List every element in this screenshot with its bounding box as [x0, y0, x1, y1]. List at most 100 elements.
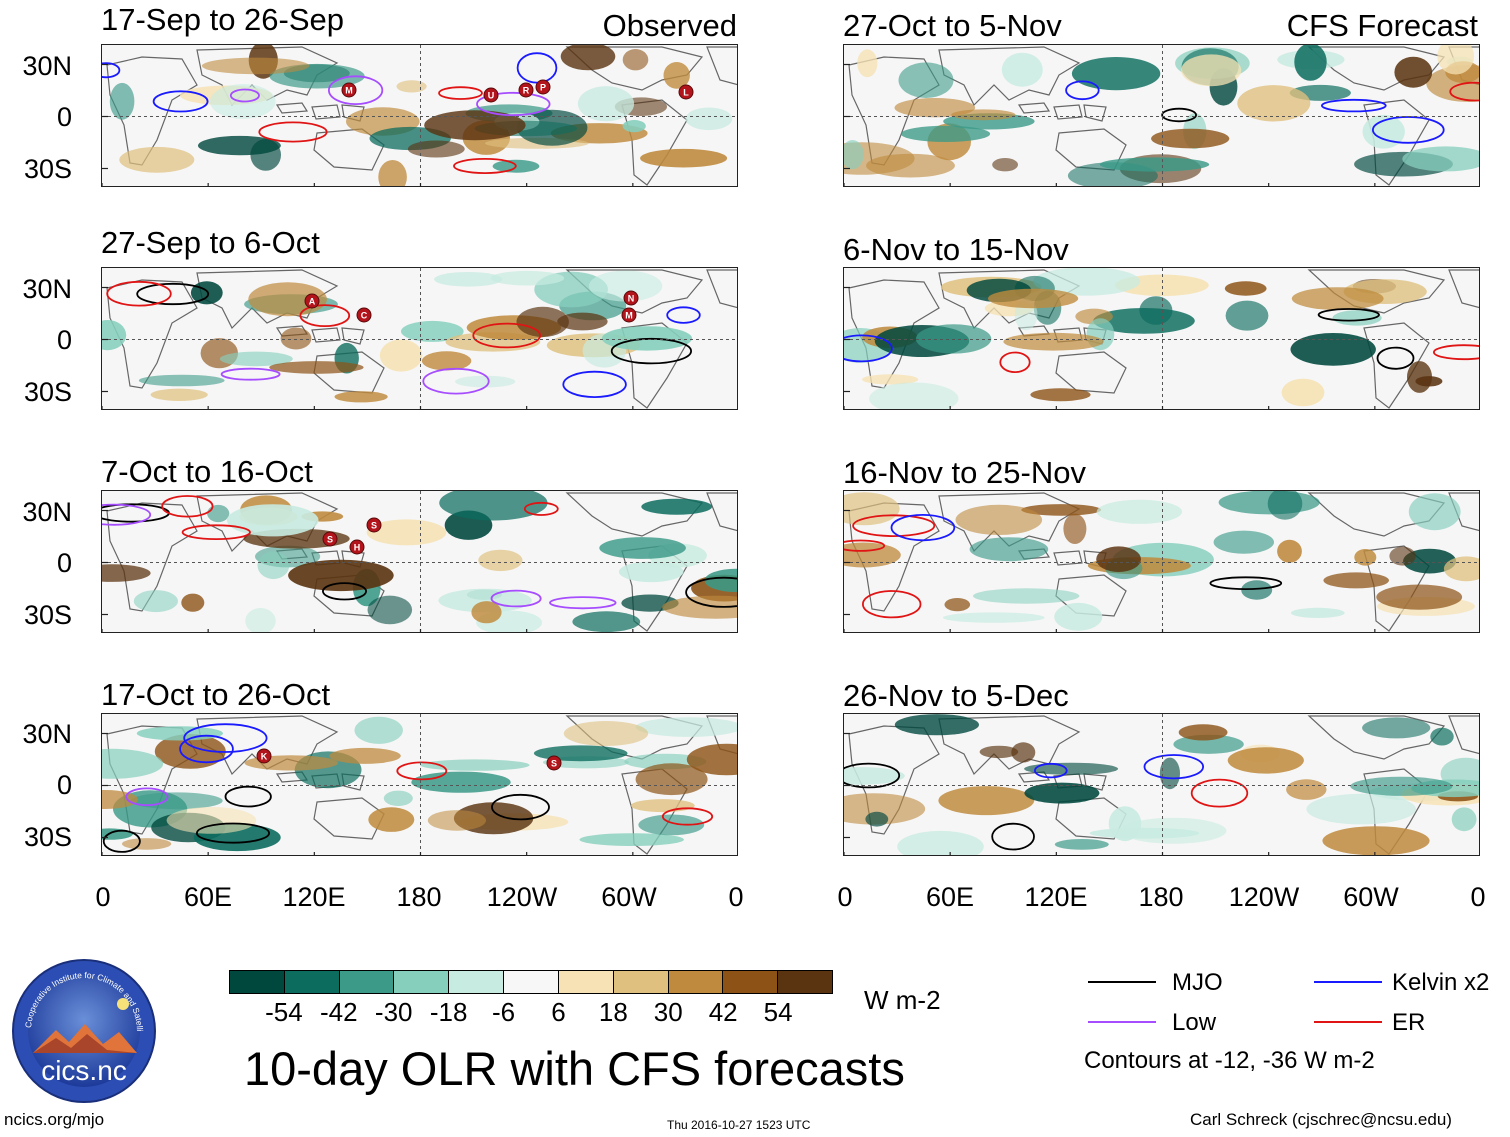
olr-anomaly-patch — [563, 721, 649, 746]
storm-marker: S — [322, 531, 338, 547]
olr-anomaly-patch — [622, 49, 649, 71]
panel-title-left-3: 7-Oct to 16-Oct — [101, 454, 313, 489]
olr-map-right-1 — [843, 44, 1480, 187]
lon-label-60w: 60W — [601, 882, 657, 912]
reference-lines — [844, 268, 1479, 409]
logo-name: cics.nc — [41, 1055, 127, 1086]
olr-anomaly-patch — [427, 810, 486, 831]
olr-anomaly-patch — [663, 62, 690, 89]
wave-contour — [862, 590, 922, 619]
continent-outline — [1307, 715, 1446, 760]
wave-contour — [1034, 762, 1068, 779]
storm-marker: A — [304, 293, 320, 309]
olr-map-right-4 — [843, 713, 1480, 856]
lat-label-30s: 30S — [23, 822, 72, 852]
continent-outline — [706, 46, 737, 86]
wave-contour — [220, 367, 281, 381]
olr-anomaly-patch — [662, 595, 737, 619]
wave-contours — [844, 308, 1479, 374]
colorbar-swatch — [339, 971, 395, 993]
panel-title-left-1: 17-Sep to 26-Sep — [101, 2, 345, 37]
olr-anomaly-patch — [288, 559, 394, 592]
olr-anomaly-patch — [1408, 493, 1461, 531]
wave-contour — [1449, 81, 1479, 102]
wave-contour — [152, 90, 209, 113]
storm-marker-letter: C — [361, 311, 368, 321]
olr-anomaly-patch — [396, 80, 427, 93]
olr-anomaly-patch — [955, 504, 1043, 535]
olr-anomaly-patch — [577, 86, 635, 122]
olr-map-svg: A C NM — [102, 268, 737, 409]
continent-outline — [706, 269, 737, 309]
olr-anomaly-patch — [280, 327, 312, 350]
colorbar-swatch — [613, 971, 669, 993]
olr-anomaly-patch — [1267, 491, 1303, 520]
colorbar-swatch — [668, 971, 724, 993]
continent-outline — [1053, 104, 1083, 120]
legend-line-mjo — [1088, 981, 1156, 983]
olr-anomaly-patch — [1181, 54, 1242, 87]
olr-anomaly-patch — [150, 388, 208, 401]
reference-lines — [844, 491, 1479, 632]
olr-anomaly-patch — [1451, 807, 1477, 832]
continent-outline — [706, 492, 737, 532]
olr-anomaly-patch — [367, 595, 413, 625]
storm-marker: U — [483, 87, 499, 103]
continent-outline — [1053, 550, 1083, 566]
wave-contour — [491, 793, 550, 821]
olr-anomalies — [844, 714, 1479, 855]
olr-anomaly-patch — [130, 792, 223, 810]
olr-anomaly-patch — [102, 790, 138, 809]
olr-anomaly-patch — [122, 838, 172, 850]
continent-outline — [106, 502, 198, 612]
olr-anomaly-patch — [1277, 539, 1302, 563]
olr-anomaly-patch — [478, 549, 523, 572]
wave-contour — [1317, 308, 1380, 322]
olr-anomaly-patch — [1024, 762, 1119, 775]
olr-anomaly-patch — [844, 767, 905, 785]
olr-anomaly-patch — [257, 551, 290, 580]
olr-anomaly-patch — [109, 82, 135, 120]
lat-label-0: 0 — [56, 102, 72, 132]
olr-anomaly-patch — [988, 288, 1079, 309]
olr-anomaly-patch — [638, 814, 705, 836]
olr-anomaly-patch — [383, 790, 413, 806]
wave-contour — [562, 370, 627, 399]
legend-label-kelvin: Kelvin x2 — [1392, 969, 1490, 996]
olr-anomaly-patch — [1402, 146, 1479, 172]
olr-anomaly-patch — [1139, 296, 1173, 325]
olr-anomaly-patch — [588, 270, 663, 302]
wave-contour — [476, 91, 551, 117]
olr-anomaly-patch — [1225, 300, 1269, 331]
olr-anomaly-patch — [979, 745, 1019, 759]
storm-marker: M — [621, 307, 637, 323]
olr-anomaly-patch — [579, 833, 684, 846]
storm-marker-letter: S — [327, 535, 333, 545]
olr-anomaly-patch — [618, 561, 684, 583]
olr-anomaly-patch — [973, 588, 1080, 604]
continent-outline — [1307, 492, 1446, 537]
wave-contour — [453, 158, 517, 175]
olr-anomaly-patch — [411, 771, 511, 793]
olr-anomaly-patch — [1001, 52, 1043, 87]
continent-outline — [1017, 102, 1051, 114]
olr-anomaly-patch — [599, 537, 686, 559]
olr-anomaly-patch — [368, 807, 415, 832]
wave-contours — [102, 495, 737, 610]
storm-marker-letter: U — [488, 91, 495, 101]
olr-anomaly-patch — [897, 830, 984, 855]
olr-anomaly-patch — [640, 148, 728, 168]
wave-contours — [106, 280, 701, 399]
continent-outline — [621, 322, 688, 409]
olr-anomaly-patch — [455, 375, 516, 388]
footer-url[interactable]: ncics.org/mjo — [4, 1110, 105, 1129]
lat-label-30s: 30S — [23, 154, 72, 184]
storm-marker-letter: H — [354, 543, 361, 553]
olr-anomaly-patch — [1294, 45, 1327, 81]
continent-outline — [938, 715, 1081, 776]
olr-anomaly-patch — [1376, 584, 1463, 610]
olr-anomaly-patch — [572, 611, 641, 632]
olr-map-right-2 — [843, 267, 1480, 410]
wave-contour — [666, 306, 701, 324]
